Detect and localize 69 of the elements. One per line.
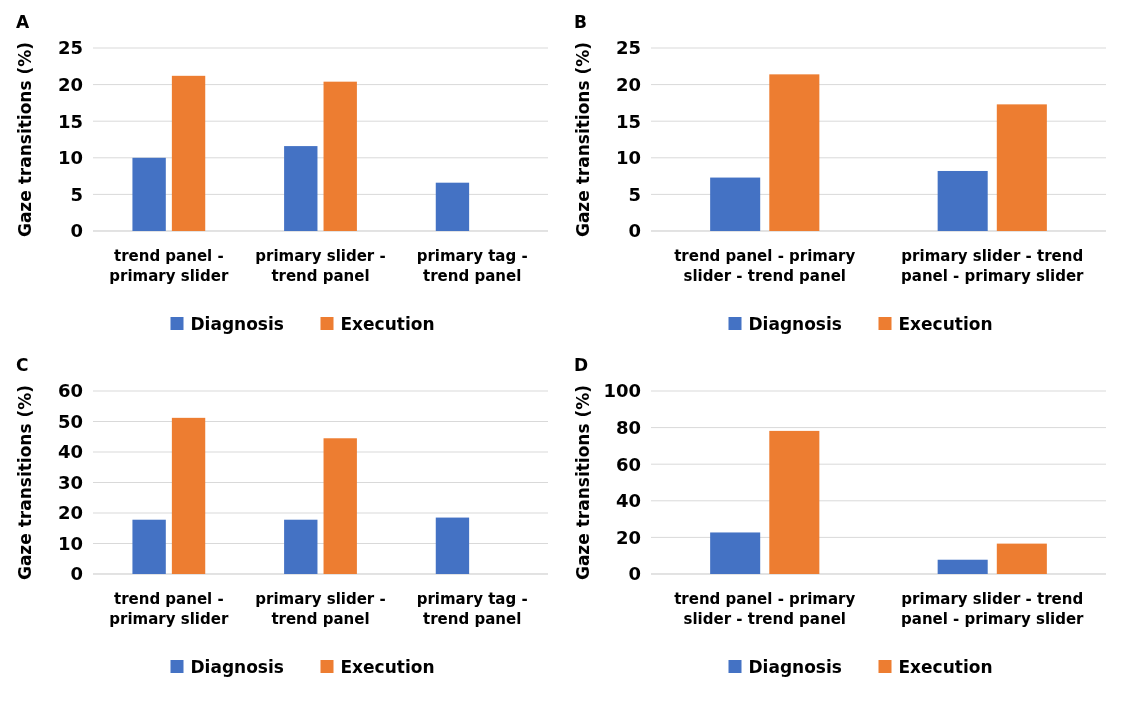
y-tick-label: 60 — [615, 453, 641, 475]
chart-title: C — [16, 355, 29, 375]
legend-label: Execution — [340, 656, 435, 677]
y-tick-label: 30 — [57, 471, 83, 493]
y-tick-label: 80 — [615, 416, 641, 438]
y-tick-label: 5 — [70, 183, 83, 205]
y-axis-title: Gaze transitions (%) — [15, 41, 35, 238]
x-tick-label: primary slider - trend panel — [255, 590, 386, 628]
y-tick-label: 20 — [615, 526, 641, 548]
bar — [132, 519, 166, 574]
y-tick-label: 0 — [628, 220, 641, 242]
y-tick-label: 15 — [57, 110, 83, 132]
x-tick-label: trend panel - primary slider - trend panel — [674, 590, 856, 628]
y-tick-label: 20 — [615, 73, 641, 95]
bar — [710, 177, 761, 231]
y-tick-label: 10 — [615, 147, 641, 169]
bar — [769, 430, 820, 574]
chart-title: A — [16, 12, 30, 32]
y-tick-label: 0 — [628, 563, 641, 585]
y-axis-title: Gaze transitions (%) — [573, 41, 593, 238]
y-tick-label: 100 — [603, 380, 641, 402]
y-tick-label: 10 — [57, 147, 83, 169]
bar — [710, 532, 761, 574]
bar — [435, 182, 470, 231]
bar — [323, 438, 357, 574]
chart-title: B — [574, 12, 587, 32]
y-axis-title: Gaze transitions (%) — [15, 384, 35, 581]
bar — [996, 104, 1047, 231]
y-tick-label: 60 — [57, 380, 83, 402]
legend-label: Execution — [898, 656, 993, 677]
y-tick-label: 5 — [628, 183, 641, 205]
x-tick-label: trend panel - primary slider — [109, 247, 229, 285]
x-tick-label: primary slider - trend panel - primary slider — [901, 590, 1085, 628]
bar — [435, 517, 470, 574]
legend-label: Diagnosis — [748, 313, 842, 334]
bar — [937, 559, 988, 574]
x-tick-label: trend panel - primary slider - trend panel — [674, 247, 856, 285]
x-tick-label: primary slider - trend panel - primary slider — [901, 247, 1085, 285]
y-tick-label: 0 — [70, 563, 83, 585]
legend-label: Execution — [898, 313, 993, 334]
y-axis-title: Gaze transitions (%) — [573, 384, 593, 581]
y-tick-label: 25 — [57, 37, 83, 59]
bar — [171, 417, 206, 574]
bar — [323, 81, 357, 231]
y-tick-label: 40 — [615, 490, 641, 512]
y-tick-label: 40 — [57, 441, 83, 463]
bar — [171, 75, 206, 231]
legend-label: Diagnosis — [190, 313, 284, 334]
bar — [132, 157, 166, 231]
y-tick-label: 10 — [57, 532, 83, 554]
bar — [769, 74, 820, 231]
y-tick-label: 0 — [70, 220, 83, 242]
y-tick-label: 50 — [57, 410, 83, 432]
bar — [996, 543, 1047, 574]
y-tick-label: 20 — [57, 73, 83, 95]
legend-label: Execution — [340, 313, 435, 334]
chart-title: D — [574, 355, 589, 375]
y-tick-label: 25 — [615, 37, 641, 59]
bar — [284, 146, 318, 231]
x-tick-label: primary tag - trend panel — [416, 590, 528, 628]
x-tick-label: primary tag - trend panel — [416, 247, 528, 285]
x-tick-label: primary slider - trend panel — [255, 247, 386, 285]
legend-label: Diagnosis — [748, 656, 842, 677]
y-tick-label: 15 — [615, 110, 641, 132]
bar — [937, 170, 988, 231]
bar — [284, 519, 318, 574]
y-tick-label: 20 — [57, 502, 83, 524]
x-tick-label: trend panel - primary slider — [109, 590, 229, 628]
legend-label: Diagnosis — [190, 656, 284, 677]
